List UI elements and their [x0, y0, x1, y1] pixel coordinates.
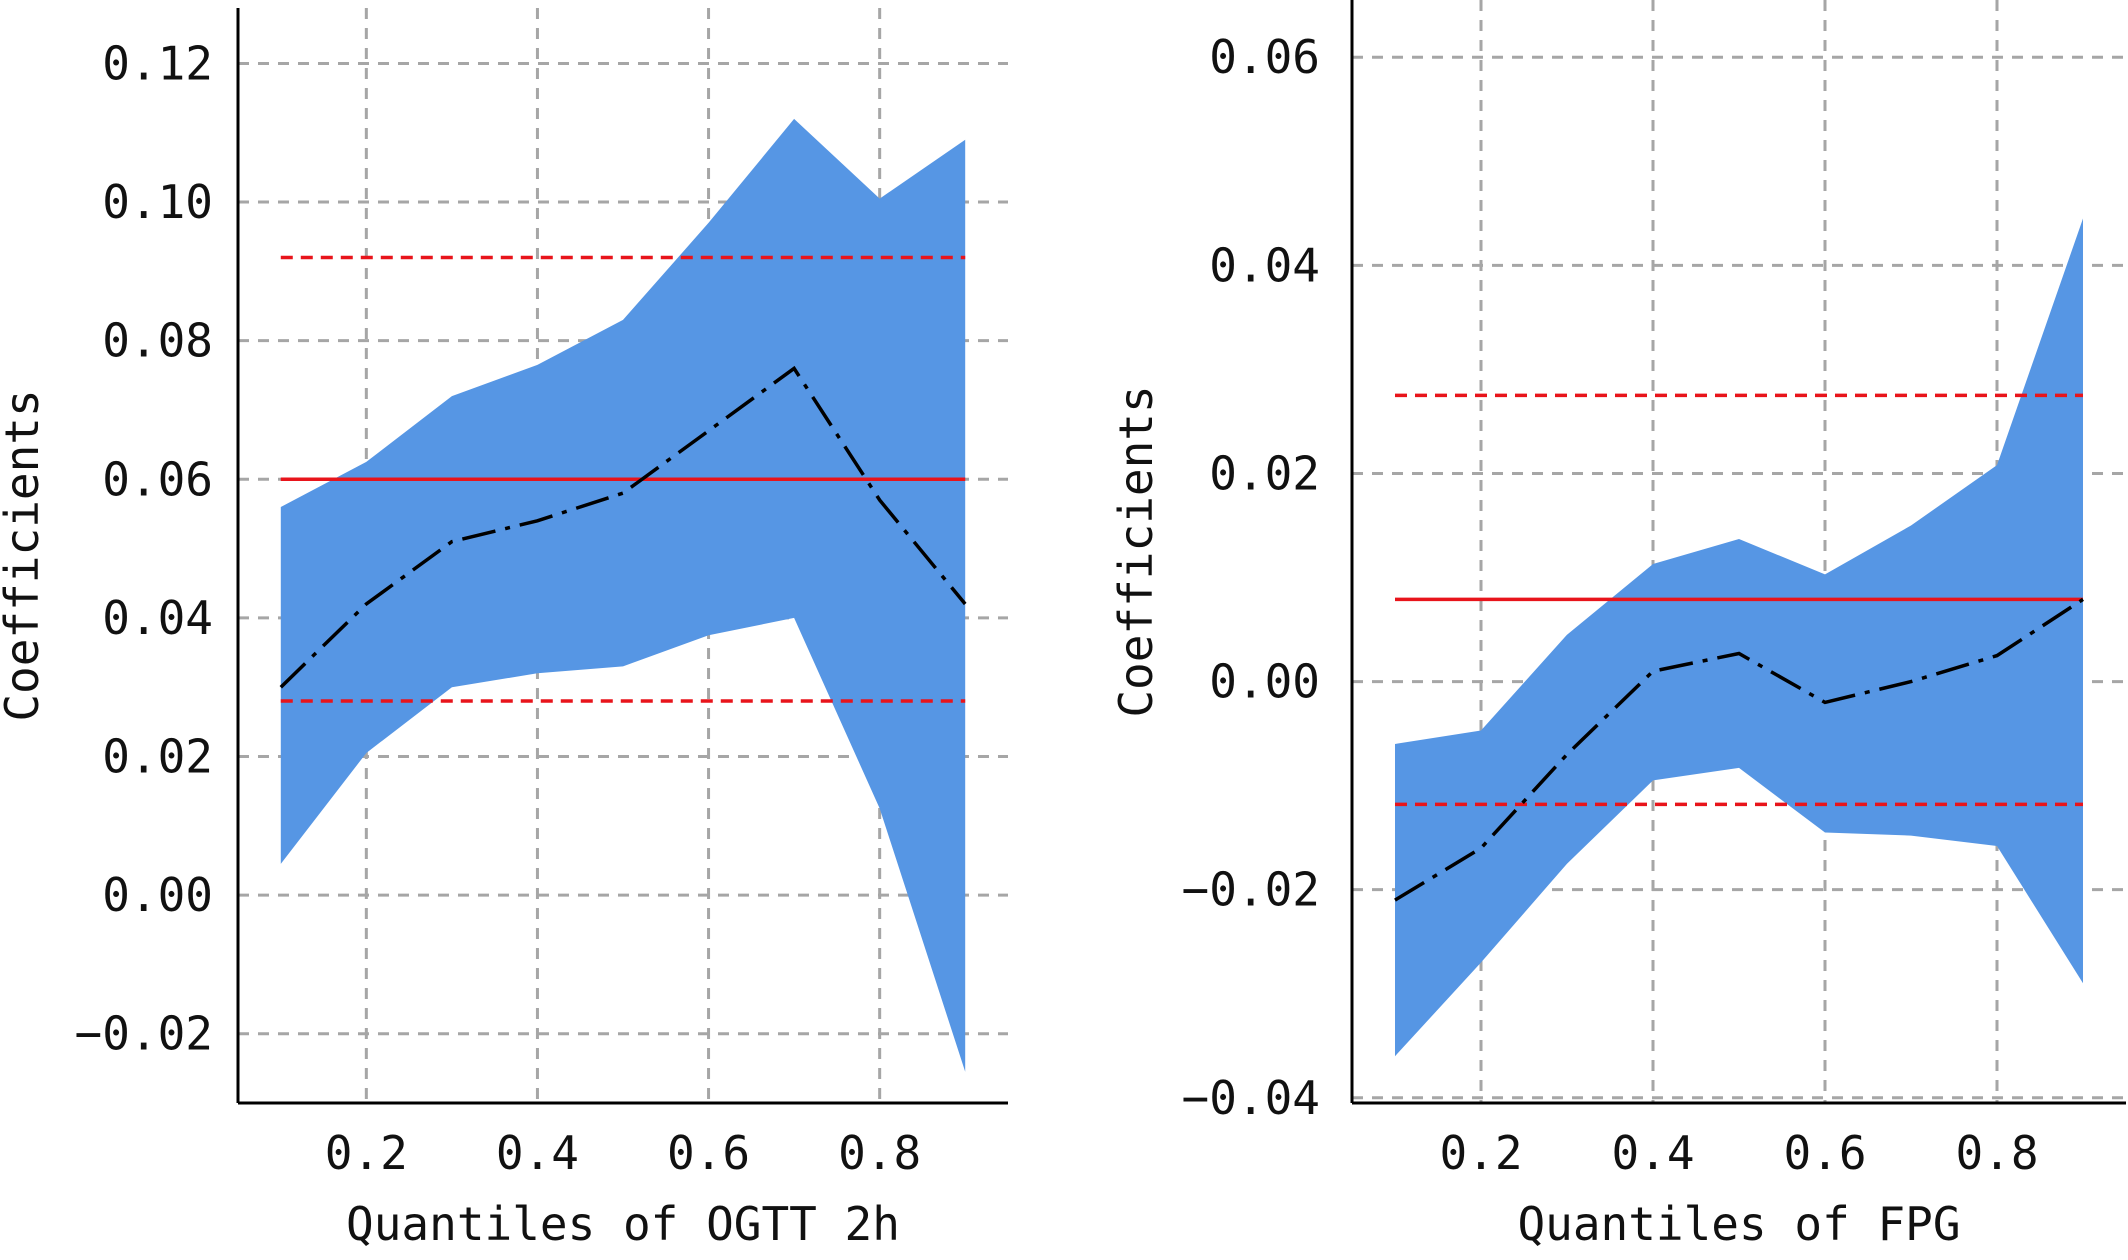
- y-tick-label: 0.04: [102, 591, 213, 645]
- y-axis-title: Coefficients: [1109, 385, 1163, 717]
- y-tick-label: 0.02: [102, 729, 213, 783]
- qr-confidence-band: [1395, 219, 2083, 1057]
- y-tick-label: −0.02: [75, 1007, 213, 1061]
- quantile-regression-figure: −0.02 0.00 0.02 0.04 0.06 0.08 0.10 0.12 0.2 0.4 0…: [0, 0, 2128, 1260]
- x-tick-label: 0.8: [1955, 1126, 2038, 1180]
- x-tick-label: 0.6: [667, 1126, 750, 1180]
- y-tick-label: −0.02: [1182, 863, 1320, 917]
- x-axis-title: Quantiles of OGTT 2h: [346, 1197, 900, 1251]
- y-tick-label: 0.06: [102, 452, 213, 506]
- qr-confidence-band: [281, 119, 965, 1072]
- x-tick-label: 0.2: [1439, 1126, 1522, 1180]
- y-tick-label: 0.06: [1209, 30, 1320, 84]
- fpg-panel: −0.04 −0.02 0.00 0.02 0.04 0.06 0.2 0.4 0.6 0.8 Qu…: [1109, 0, 2126, 1251]
- y-tick-label: 0.00: [1209, 655, 1320, 709]
- ogtt-panel: −0.02 0.00 0.02 0.04 0.06 0.08 0.10 0.12 0.2 0.4 0…: [0, 8, 1008, 1251]
- y-tick-label: −0.04: [1182, 1071, 1320, 1125]
- x-tick-label: 0.6: [1783, 1126, 1866, 1180]
- x-axis-title: Quantiles of FPG: [1517, 1197, 1960, 1251]
- x-tick-label: 0.4: [496, 1126, 579, 1180]
- y-tick-label: 0.10: [102, 175, 213, 229]
- x-tick-label: 0.4: [1611, 1126, 1694, 1180]
- y-axis-title: Coefficients: [0, 389, 49, 721]
- x-tick-label: 0.2: [325, 1126, 408, 1180]
- x-tick-label: 0.8: [838, 1126, 921, 1180]
- y-tick-label: 0.02: [1209, 446, 1320, 500]
- y-tick-label: 0.08: [102, 314, 213, 368]
- y-tick-label: 0.04: [1209, 238, 1320, 292]
- y-tick-label: 0.00: [102, 868, 213, 922]
- y-tick-label: 0.12: [102, 36, 213, 90]
